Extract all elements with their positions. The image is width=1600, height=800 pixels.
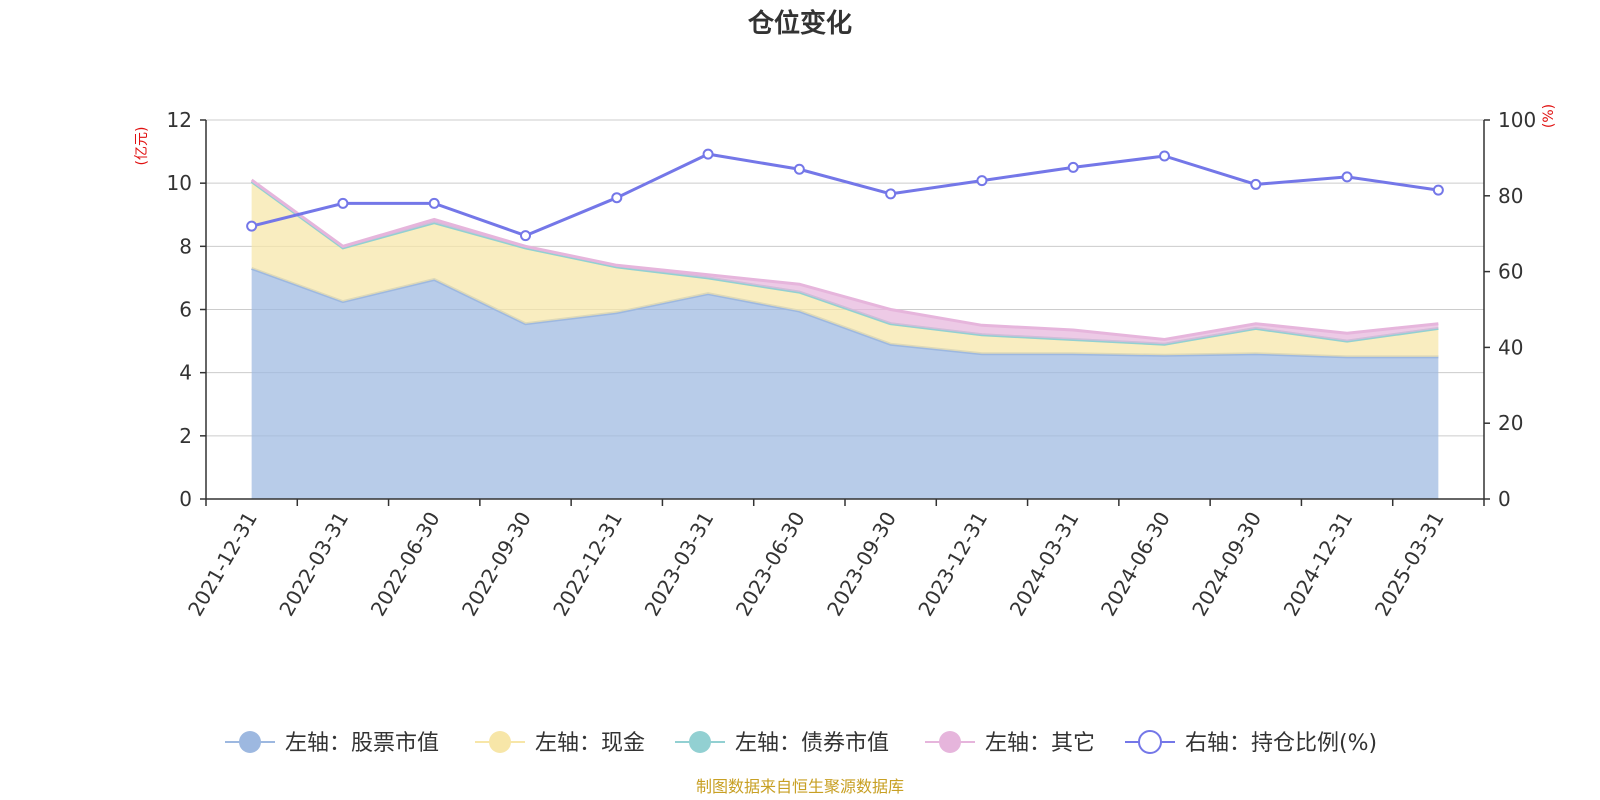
left-axis-tick-label: 12 bbox=[167, 108, 192, 132]
x-axis-tick-label: 2024-06-30 bbox=[1096, 508, 1175, 621]
series-area-line bbox=[251, 267, 1439, 359]
left-axis-tick-label: 4 bbox=[179, 361, 192, 385]
x-axis-tick-label: 2023-09-30 bbox=[822, 508, 901, 621]
x-axis-tick-label: 2024-03-31 bbox=[1005, 508, 1084, 621]
legend-label: 右轴：持仓比例(%) bbox=[1185, 731, 1377, 756]
legend-marker bbox=[689, 731, 711, 753]
legend-label: 左轴：债券市值 bbox=[735, 731, 889, 756]
ratio-point bbox=[611, 192, 623, 204]
legend-marker bbox=[1138, 730, 1162, 754]
ratio-point bbox=[1432, 184, 1444, 196]
ratio-point bbox=[1159, 150, 1170, 162]
chart-title: 仓位变化 bbox=[747, 8, 852, 39]
x-axis-tick-label: 2024-12-31 bbox=[1278, 508, 1357, 621]
ratio-point bbox=[246, 220, 258, 232]
ratio-point bbox=[1341, 171, 1353, 183]
left-axis-tick-label: 10 bbox=[167, 171, 192, 195]
ratio-point bbox=[702, 148, 714, 160]
right-axis-tick-label: 80 bbox=[1498, 184, 1523, 208]
ratio-line bbox=[251, 152, 1439, 238]
legend-item: 左轴：其它 bbox=[925, 731, 1095, 756]
series-area bbox=[251, 268, 1439, 499]
ratio-point bbox=[976, 175, 988, 187]
legend-item: 左轴：股票市值 bbox=[225, 731, 439, 756]
series-area-line bbox=[250, 178, 1439, 342]
x-axis-tick-label: 2022-12-31 bbox=[548, 508, 627, 621]
series-lines bbox=[246, 148, 1444, 242]
x-axis-tick-label: 2022-06-30 bbox=[366, 508, 445, 621]
x-axis-tick-label: 2025-03-31 bbox=[1370, 508, 1449, 621]
right-axis-tick-label: 100 bbox=[1498, 108, 1536, 132]
x-axis-tick-label: 2024-09-30 bbox=[1187, 508, 1266, 621]
left-axis-unit: (亿元) bbox=[134, 127, 150, 166]
stacked-areas bbox=[250, 178, 1439, 499]
x-axis-tick-label: 2023-06-30 bbox=[731, 508, 810, 621]
legend-item: 左轴：债券市值 bbox=[675, 731, 889, 756]
x-axis-tick-label: 2022-09-30 bbox=[457, 508, 536, 621]
x-axis-tick-label: 2023-12-31 bbox=[913, 508, 992, 621]
series-area bbox=[251, 181, 1439, 357]
right-axis-tick-label: 60 bbox=[1498, 260, 1523, 284]
ratio-point bbox=[1067, 161, 1079, 173]
right-axis-unit: (%) bbox=[1541, 104, 1557, 128]
ratio-point bbox=[793, 163, 805, 175]
left-axis-tick-label: 0 bbox=[179, 487, 192, 511]
legend-label: 左轴：现金 bbox=[535, 731, 645, 756]
ratio-point bbox=[1250, 178, 1262, 190]
data-source-note: 制图数据来自恒生聚源数据库 bbox=[696, 777, 904, 796]
left-axis-tick-label: 2 bbox=[179, 424, 192, 448]
legend-item: 左轴：现金 bbox=[475, 731, 645, 756]
legend-marker bbox=[939, 731, 961, 753]
legend: 左轴：股票市值 左轴：现金 左轴：债券市值 左轴：其它 右轴：持仓比例(%) bbox=[225, 730, 1377, 756]
x-axis-tick-label: 2023-03-31 bbox=[639, 508, 718, 621]
left-axis-tick-label: 6 bbox=[179, 298, 192, 322]
ratio-point bbox=[337, 197, 349, 209]
x-axis-tick-label: 2022-03-31 bbox=[274, 508, 353, 621]
legend-label: 左轴：股票市值 bbox=[285, 731, 439, 756]
ratio-point bbox=[428, 197, 440, 209]
legend-marker bbox=[489, 731, 511, 753]
legend-marker bbox=[239, 731, 261, 753]
legend-item: 右轴：持仓比例(%) bbox=[1125, 730, 1377, 756]
right-axis-tick-label: 40 bbox=[1498, 335, 1523, 359]
x-axis-tick-label: 2021-12-31 bbox=[183, 508, 262, 621]
ratio-point bbox=[885, 188, 897, 200]
left-axis-tick-label: 8 bbox=[179, 234, 192, 258]
right-axis-tick-label: 20 bbox=[1498, 411, 1523, 435]
right-axis-tick-label: 0 bbox=[1498, 487, 1511, 511]
legend-label: 左轴：其它 bbox=[985, 731, 1095, 756]
ratio-point bbox=[520, 230, 531, 242]
